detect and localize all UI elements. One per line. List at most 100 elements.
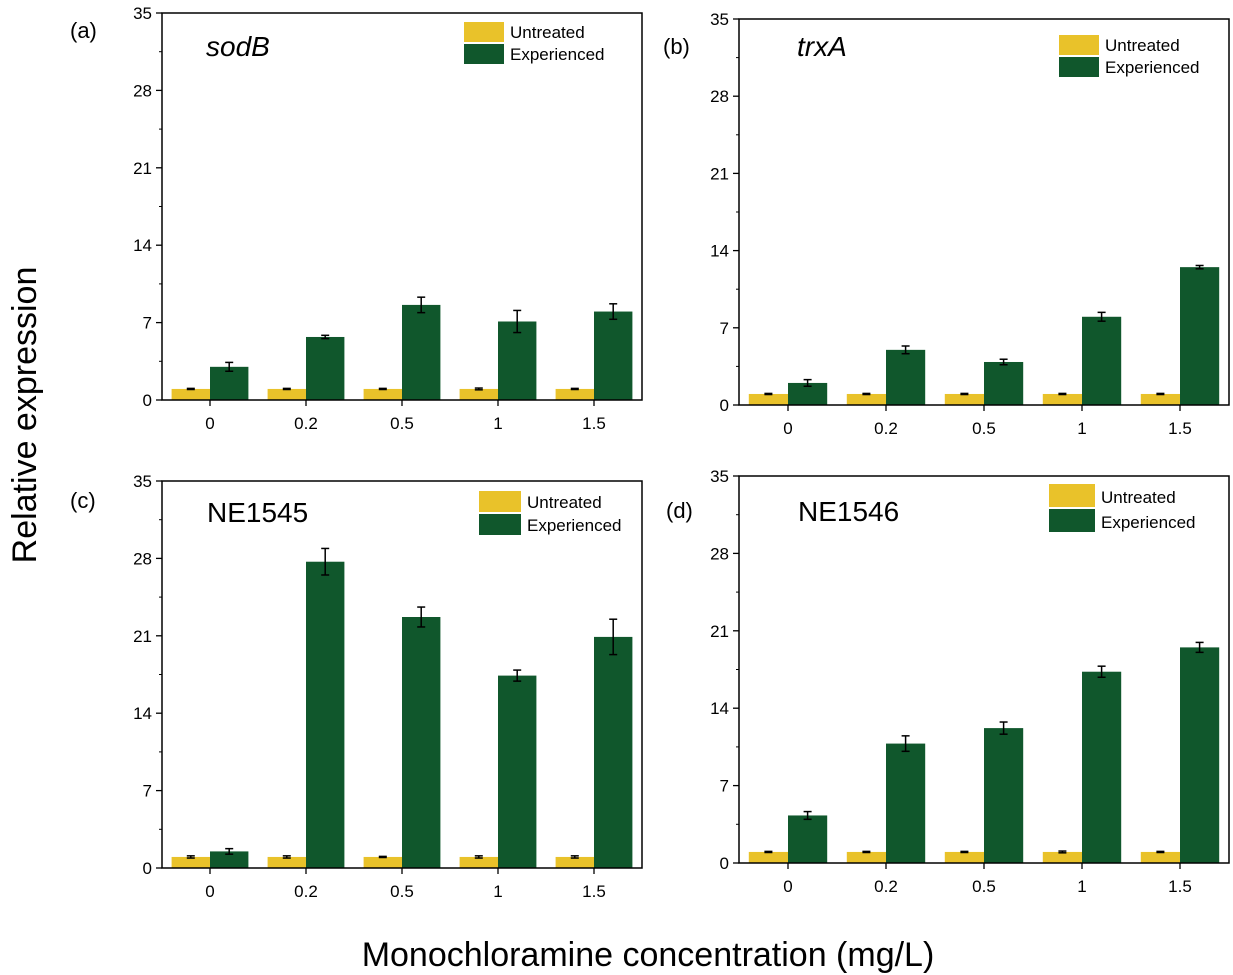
- y-tick-label: 21: [133, 159, 152, 178]
- chart-panel-a: 0 7 14 21 28 35 0 0.2 0.5 1 1.5 (a) sodB Untreated Exp…: [70, 4, 643, 433]
- bar-untreated: [748, 393, 788, 405]
- error-bar: [1097, 311, 1106, 322]
- chart-panel-d: 0 7 14 21 28 35 0 0.2 0.5 1 1.5 (d) NE1546 Untreated E…: [666, 467, 1230, 896]
- bar-experienced: [594, 311, 633, 400]
- error-bar: [474, 855, 483, 859]
- legend-label: Untreated: [1105, 36, 1180, 55]
- bar-experienced: [594, 636, 633, 868]
- y-tick-label: 21: [710, 622, 729, 641]
- error-bar: [1195, 641, 1204, 654]
- x-tick-label: 1.5: [582, 882, 606, 901]
- error-bar: [1058, 850, 1067, 854]
- y-tick-label: 0: [720, 396, 729, 415]
- error-bar: [570, 387, 579, 391]
- x-tick-label: 0.2: [874, 877, 898, 896]
- bar-experienced: [788, 815, 828, 863]
- legend: Untreated Experienced: [1059, 35, 1200, 77]
- bar-untreated: [459, 856, 498, 868]
- bar-untreated: [267, 388, 306, 400]
- y-tick-label: 14: [133, 236, 152, 255]
- error-bar: [378, 855, 387, 859]
- x-tick-label: 0.2: [294, 414, 318, 433]
- x-tick-label: 0: [783, 877, 792, 896]
- error-bar: [1097, 665, 1106, 678]
- error-bar: [321, 547, 330, 576]
- bar-untreated: [846, 851, 886, 863]
- bar-untreated: [459, 388, 498, 400]
- x-tick-label: 1.5: [582, 414, 606, 433]
- error-bar: [999, 721, 1008, 735]
- bar-experienced: [886, 743, 926, 863]
- y-tick-label: 7: [720, 319, 729, 338]
- bar-experienced: [1082, 316, 1122, 405]
- error-bar: [803, 378, 812, 388]
- bar-experienced: [984, 361, 1024, 405]
- gene-title: trxA: [797, 31, 847, 62]
- error-bar: [1058, 392, 1067, 396]
- y-axis-title: Relative expression: [6, 267, 44, 564]
- legend-label: Untreated: [510, 23, 585, 42]
- error-bar: [474, 387, 483, 391]
- y-tick-label: 35: [710, 10, 729, 29]
- bar-experienced: [210, 366, 249, 400]
- bar-untreated: [363, 856, 402, 868]
- error-bar: [862, 850, 871, 854]
- bar-experienced: [402, 617, 441, 868]
- bar-untreated: [1140, 851, 1180, 863]
- panel-letter: (d): [666, 498, 693, 523]
- x-tick-label: 1: [1077, 877, 1086, 896]
- error-bar: [862, 392, 871, 396]
- error-bar: [225, 361, 234, 373]
- error-bar: [803, 810, 812, 821]
- error-bar: [901, 735, 910, 753]
- y-tick-label: 35: [710, 467, 729, 486]
- y-tick-label: 14: [710, 699, 729, 718]
- y-tick-label: 28: [133, 81, 152, 100]
- error-bar: [417, 296, 426, 314]
- bar-experienced: [498, 675, 537, 868]
- y-tick-label: 7: [143, 782, 152, 801]
- error-bar: [764, 850, 773, 854]
- bar-experienced: [1180, 647, 1220, 863]
- bar-untreated: [944, 851, 984, 863]
- y-tick-label: 7: [720, 777, 729, 796]
- x-tick-label: 0.5: [972, 877, 996, 896]
- error-bar: [186, 855, 195, 859]
- y-tick-label: 21: [710, 164, 729, 183]
- x-tick-label: 0.2: [874, 419, 898, 438]
- error-bar: [513, 309, 522, 334]
- gene-title: NE1546: [798, 496, 899, 527]
- bar-untreated: [944, 393, 984, 405]
- x-tick-label: 0.5: [972, 419, 996, 438]
- error-bar: [1195, 264, 1204, 270]
- legend-label: Experienced: [1101, 513, 1196, 532]
- x-tick-label: 0: [205, 882, 214, 901]
- bar-untreated: [1042, 393, 1082, 405]
- y-tick-label: 21: [133, 627, 152, 646]
- bar-untreated: [748, 851, 788, 863]
- legend-swatch-untreated: [464, 22, 504, 42]
- bar-untreated: [555, 856, 594, 868]
- error-bar: [960, 850, 969, 854]
- error-bar: [570, 855, 579, 859]
- y-tick-label: 0: [143, 391, 152, 410]
- y-tick-label: 14: [710, 242, 729, 261]
- x-tick-label: 1: [493, 882, 502, 901]
- error-bar: [901, 345, 910, 355]
- bar-untreated: [1140, 393, 1180, 405]
- y-tick-label: 35: [133, 4, 152, 23]
- legend-swatch-untreated: [479, 491, 521, 512]
- legend-swatch-experienced: [464, 44, 504, 64]
- bar-untreated: [1042, 851, 1082, 863]
- legend-swatch-untreated: [1059, 35, 1099, 55]
- error-bar: [186, 387, 195, 391]
- error-bar: [282, 387, 291, 391]
- bar-experienced: [402, 304, 441, 400]
- bar-untreated: [267, 856, 306, 868]
- legend-swatch-untreated: [1049, 484, 1095, 507]
- y-tick-label: 7: [143, 314, 152, 333]
- bar-experienced: [1082, 671, 1122, 863]
- panel-letter: (b): [663, 34, 690, 59]
- bar-experienced: [984, 728, 1024, 863]
- bar-untreated: [555, 388, 594, 400]
